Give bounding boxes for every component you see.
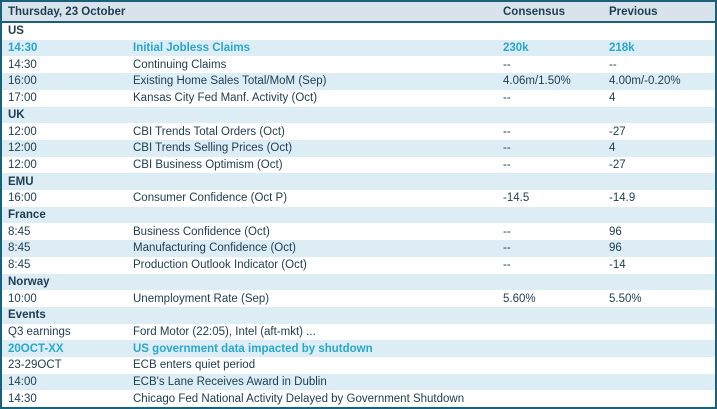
time-cell: 10:00: [8, 292, 37, 305]
consensus-cell: --: [503, 225, 511, 238]
section-row: Norway: [2, 273, 715, 291]
section-row: EMU: [2, 173, 715, 191]
table-row: 14:30 Initial Jobless Claims 230k 218k: [2, 39, 715, 57]
previous-cell: 96: [609, 242, 622, 255]
time-cell: 16:00: [8, 192, 37, 205]
consensus-cell: --: [503, 58, 511, 71]
table-row: 16:00 Existing Home Sales Total/MoM (Sep…: [2, 73, 715, 90]
event-cell: Chicago Fed National Activity Delayed by…: [133, 392, 465, 405]
time-cell: 14:30: [8, 392, 37, 405]
table-row: 23-29OCT ECB enters quiet period: [2, 357, 715, 374]
event-cell: CBI Business Optimism (Oct): [133, 158, 283, 171]
table-row: 12:00 CBI Trends Total Orders (Oct) -- -…: [2, 123, 715, 140]
table-row: 20OCT-XX US government data impacted by …: [2, 340, 715, 358]
time-cell: 12:00: [8, 158, 37, 171]
event-cell: CBI Trends Selling Prices (Oct): [133, 142, 293, 155]
table-row: 8:45 Manufacturing Confidence (Oct) -- 9…: [2, 240, 715, 257]
consensus-cell: --: [503, 158, 511, 171]
time-cell: 20OCT-XX: [8, 342, 64, 355]
table-row: 14:30 Continuing Claims -- --: [2, 56, 715, 74]
previous-cell: -27: [609, 158, 626, 171]
previous-cell: -27: [609, 125, 626, 138]
time-cell: 12:00: [8, 142, 37, 155]
time-cell: 8:45: [8, 259, 31, 272]
consensus-cell: 5.60%: [503, 292, 536, 305]
time-cell: 14:30: [8, 42, 38, 55]
section-row: Events: [2, 306, 715, 324]
event-cell: Unemployment Rate (Sep): [133, 292, 270, 305]
event-cell: CBI Trends Total Orders (Oct): [133, 125, 285, 138]
time-cell: 16:00: [8, 75, 37, 88]
time-cell: 8:45: [8, 242, 31, 255]
table-row: 14:00 ECB's Lane Receives Award in Dubli…: [2, 373, 715, 391]
time-cell: Events: [8, 309, 46, 322]
table-row: 12:00 CBI Business Optimism (Oct) -- -27: [2, 156, 715, 174]
previous-cell: --: [609, 58, 617, 71]
previous-cell: 5.50%: [609, 292, 642, 305]
time-cell: France: [8, 209, 46, 222]
event-cell: Continuing Claims: [133, 58, 227, 71]
previous-cell: 96: [609, 225, 622, 238]
time-cell: Norway: [8, 275, 50, 288]
time-cell: 14:00: [8, 376, 37, 389]
table-row: 8:45 Business Confidence (Oct) -- 96: [2, 223, 715, 241]
table-row: 16:00 Consumer Confidence (Oct P) -14.5 …: [2, 190, 715, 207]
section-row: France: [2, 206, 715, 224]
event-cell: Business Confidence (Oct): [133, 225, 270, 238]
table-header-date: Thursday, 23 October: [8, 5, 126, 18]
previous-cell: 4.00m/-0.20%: [609, 75, 681, 88]
table-header-previous: Previous: [609, 5, 658, 18]
table-row: Q3 earnings Ford Motor (22:05), Intel (a…: [2, 323, 715, 341]
time-cell: 14:30: [8, 58, 37, 71]
time-cell: UK: [8, 108, 25, 121]
time-cell: 17:00: [8, 92, 37, 105]
previous-cell: -14.9: [609, 192, 636, 205]
event-cell: Existing Home Sales Total/MoM (Sep): [133, 75, 327, 88]
previous-cell: 4: [609, 92, 616, 105]
event-cell: Manufacturing Confidence (Oct): [133, 242, 296, 255]
consensus-cell: 230k: [503, 42, 529, 55]
time-cell: 8:45: [8, 225, 31, 238]
table-row: 10:00 Unemployment Rate (Sep) 5.60% 5.50…: [2, 290, 715, 307]
section-row: UK: [2, 106, 715, 124]
event-cell: US government data impacted by shutdown: [133, 342, 373, 355]
event-cell: Production Outlook Indicator (Oct): [133, 259, 307, 272]
table-header-row: Thursday, 23 October Consensus Previous: [2, 2, 715, 23]
table-header-consensus: Consensus: [503, 5, 565, 18]
consensus-cell: -14.5: [503, 192, 530, 205]
table-row: 8:45 Production Outlook Indicator (Oct) …: [2, 256, 715, 274]
time-cell: 12:00: [8, 125, 37, 138]
time-cell: Q3 earnings: [8, 326, 71, 338]
event-cell: ECB's Lane Receives Award in Dublin: [133, 376, 327, 389]
event-cell: Initial Jobless Claims: [133, 42, 250, 55]
consensus-cell: --: [503, 125, 511, 138]
event-cell: ECB enters quiet period: [133, 359, 256, 372]
table-row: 12:00 CBI Trends Selling Prices (Oct) --…: [2, 139, 715, 157]
time-cell: EMU: [8, 175, 34, 188]
previous-cell: 4: [609, 142, 616, 155]
consensus-cell: --: [503, 92, 511, 105]
event-cell: Consumer Confidence (Oct P): [133, 192, 288, 205]
table-row: 17:00 Kansas City Fed Manf. Activity (Oc…: [2, 89, 715, 107]
event-cell: Kansas City Fed Manf. Activity (Oct): [133, 92, 318, 105]
section-row: US: [2, 23, 715, 40]
previous-cell: 218k: [609, 42, 635, 55]
event-cell: Ford Motor (22:05), Intel (aft-mkt) ...: [133, 326, 316, 338]
consensus-cell: 4.06m/1.50%: [503, 75, 571, 88]
table-row: 14:30 Chicago Fed National Activity Dela…: [2, 390, 715, 407]
previous-cell: -14: [609, 259, 626, 272]
consensus-cell: --: [503, 242, 511, 255]
time-cell: US: [8, 25, 24, 38]
consensus-cell: --: [503, 259, 511, 272]
time-cell: 23-29OCT: [8, 359, 62, 372]
consensus-cell: --: [503, 142, 511, 155]
